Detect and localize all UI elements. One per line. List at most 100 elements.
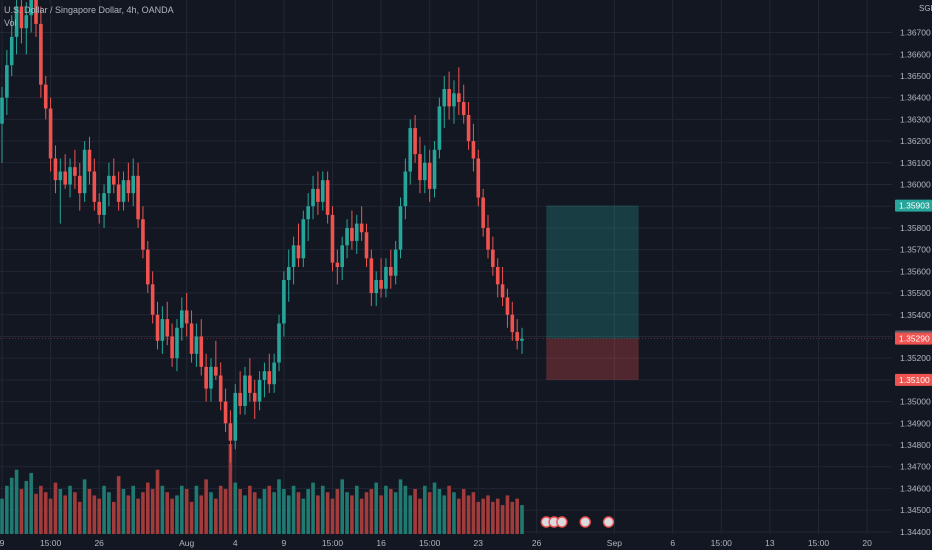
volume-bar [209,492,213,534]
volume-bar [325,492,330,534]
price-tick-label: 1.35000 [900,397,931,407]
volume-bar [204,479,208,534]
volume-bar [340,479,344,534]
volume-bar [262,489,267,534]
volume-bar [97,498,101,534]
volume-bar [515,498,519,534]
price-badge[interactable] [895,199,932,212]
candle-body [437,106,442,150]
candle-body [39,23,43,85]
candle-body [248,375,252,393]
volume-bar [116,476,121,534]
candle-body [476,158,481,198]
price-badge[interactable] [895,373,932,386]
position-target-zone[interactable] [546,205,639,339]
volume-bar [68,485,72,534]
candle-body [43,84,48,109]
chart-legend: U.S. Dollar / Singapore Dollar, 4h, OAND… [4,4,174,30]
volume-bar [354,485,359,534]
volume-bar [43,492,48,534]
volume-bar [481,498,485,534]
candle-body [457,93,461,103]
time-tick-label: 20 [862,538,872,548]
candle-body [184,310,189,324]
candle-body [102,193,106,215]
volume-bar [408,495,413,534]
volume-bar [296,492,301,534]
volume-bar [218,485,223,534]
volume-bar [92,495,97,534]
candle-body [369,258,374,294]
candle-body [364,232,369,259]
price-axis-background [893,0,932,550]
volume-bar [359,498,364,534]
time-tick-label: 13 [765,538,775,548]
volume-bar [335,489,340,534]
candle-body [374,280,379,294]
time-tick-label: 26 [94,538,104,548]
volume-bar [267,485,272,534]
volume-bar [24,480,29,534]
candle-body [5,65,9,98]
volume-bar [82,479,87,534]
symbol-title[interactable]: U.S. Dollar / Singapore Dollar, 4h, OAND… [4,5,174,15]
position-stop-zone[interactable] [546,338,639,380]
position-tool[interactable] [546,205,639,380]
volume-bar [194,485,199,534]
time-axis[interactable]: 9 15:00 26 Aug 4 9 15:00 16 15:00 23 26 Sep 6 15:00 13… [0,535,892,550]
candle-body [131,175,136,194]
candle-body [199,336,204,367]
volume-bar [432,482,437,534]
candle-body [316,188,320,202]
volume-bar [442,495,447,534]
price-badge[interactable] [895,332,932,345]
candle-body [228,423,233,441]
candle-body [262,371,267,380]
volume-bar [107,492,111,534]
volume-bar [437,489,442,534]
volume-bar [471,492,476,534]
volume-bar [282,489,286,534]
candle-body [107,175,111,194]
price-tick-label: 1.35600 [900,266,931,276]
event-marker-layer[interactable] [540,516,615,528]
event-flag-icon[interactable] [556,516,568,528]
volume-bar [58,489,63,534]
candle-body [257,379,262,402]
candle-body [126,180,131,194]
price-tick-label: 1.36700 [900,28,931,38]
candle-body [146,249,150,285]
volume-bar [102,485,106,534]
candle-body [320,180,325,202]
candle-body [418,154,422,181]
volume-bar [374,482,379,534]
volume-bar [131,485,136,534]
volume-label[interactable]: Vol [4,18,17,28]
volume-bar [5,485,9,534]
candle-body [58,171,63,181]
time-tick-label: Aug [179,538,194,548]
volume-bar [48,498,53,534]
time-tick-label: 9 [0,538,5,548]
candle-body [481,197,485,228]
price-badge-label: 1.35100 [899,375,930,385]
candle-body [243,375,247,406]
volume-bar [121,489,126,534]
candle-body [510,314,515,333]
candle-body [141,219,145,250]
candle-body [150,284,155,315]
price-axis[interactable]: 1.36700 1.36600 1.36500 1.36400 1.36300 1.362… [893,0,932,550]
candle-body [155,314,160,341]
event-flag-icon[interactable] [602,516,615,528]
candle-body [340,245,344,267]
volume-bar [500,505,505,534]
candle-layer [0,0,524,463]
volume-bar [34,493,38,534]
candle-body [214,366,218,376]
event-flag-icon[interactable] [579,516,591,528]
candle-body [505,297,510,315]
volume-bar [476,501,481,534]
candle-body [0,97,4,124]
